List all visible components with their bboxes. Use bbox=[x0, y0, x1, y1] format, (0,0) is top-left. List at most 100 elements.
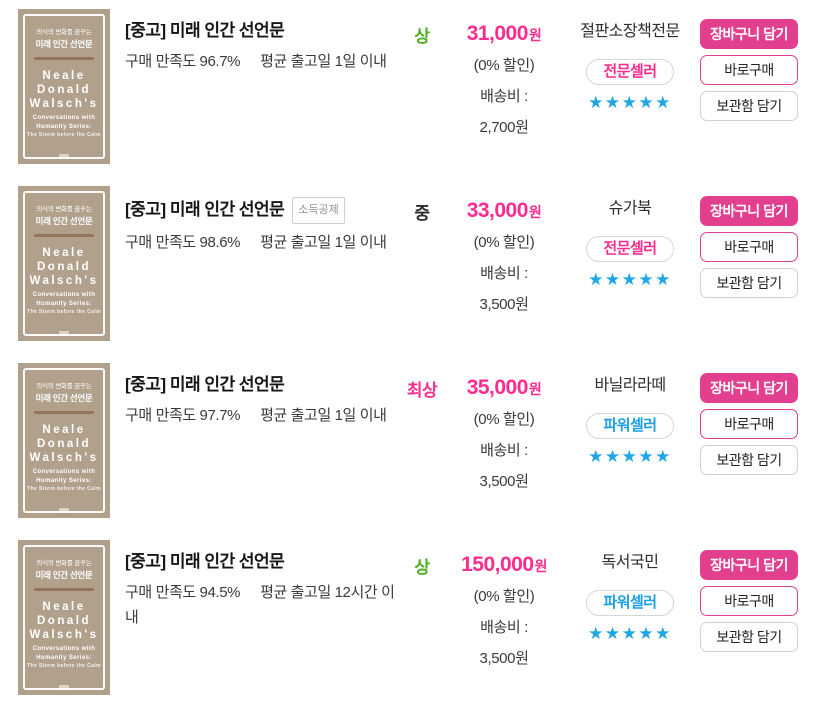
shipping-fee-value: 3,500원 bbox=[479, 296, 529, 313]
cover-author: Neale Donald Walsch's bbox=[29, 247, 99, 287]
item-title-link[interactable]: [중고] 미래 인간 선언문 bbox=[125, 375, 285, 394]
item-title-link[interactable]: [중고] 미래 인간 선언문 bbox=[125, 200, 285, 219]
item-price: 31,000원 bbox=[466, 22, 542, 45]
shipping-fee-value: 3,500원 bbox=[479, 473, 529, 490]
discount-text: (0% 할인) bbox=[473, 588, 535, 605]
action-buttons: 장바구니 담기 바로구매 보관함 담기 bbox=[700, 540, 798, 695]
add-to-cart-button[interactable]: 장바구니 담기 bbox=[700, 373, 798, 403]
cover-series: Conversations with Humanity Series: The … bbox=[27, 115, 101, 138]
item-info: [중고] 미래 인간 선언문 구매 만족도 97.7% 평균 출고일 1일 이내 bbox=[125, 363, 396, 518]
buy-now-button[interactable]: 바로구매 bbox=[700, 409, 798, 439]
condition-grade: 상 bbox=[414, 558, 430, 577]
shipping-fee-label: 배송비 : bbox=[480, 88, 528, 105]
seller-name-link[interactable]: 바닐라라떼 bbox=[594, 377, 666, 394]
price-unit: 원 bbox=[534, 558, 548, 574]
item-meta: 구매 만족도 98.6% 평균 출고일 1일 이내 bbox=[125, 230, 396, 255]
add-to-cart-button[interactable]: 장바구니 담기 bbox=[700, 19, 798, 49]
seller-grade-badge: 전문셀러 bbox=[586, 59, 674, 85]
cover-series: Conversations with Humanity Series: The … bbox=[27, 469, 101, 492]
publisher-mark bbox=[59, 507, 69, 513]
seller-rating-stars: ★★★★★ bbox=[588, 93, 672, 112]
buy-now-button[interactable]: 바로구매 bbox=[700, 586, 798, 616]
listing-row: 의식의 변화를 꿈꾸는 미래 인간 선언문 Neale Donald Walsc… bbox=[18, 9, 798, 164]
satisfaction-text: 구매 만족도 98.6% bbox=[125, 234, 241, 251]
buy-now-button[interactable]: 바로구매 bbox=[700, 232, 798, 262]
cover-author: Neale Donald Walsch's bbox=[29, 601, 99, 641]
cover-overline: 의식의 변화를 꿈꾸는 bbox=[36, 206, 92, 213]
cover-art: 의식의 변화를 꿈꾸는 미래 인간 선언문 Neale Donald Walsc… bbox=[27, 195, 101, 336]
save-for-later-button[interactable]: 보관함 담기 bbox=[700, 622, 798, 652]
seller-name-link[interactable]: 독서국민 bbox=[601, 554, 659, 571]
seller-name-link[interactable]: 슈가북 bbox=[608, 200, 652, 217]
cover-tagline-decoration bbox=[34, 57, 94, 60]
satisfaction-text: 구매 만족도 97.7% bbox=[125, 407, 241, 424]
seller-grade-badge: 전문셀러 bbox=[586, 236, 674, 262]
cover-title: 미래 인간 선언문 bbox=[35, 216, 93, 226]
action-buttons: 장바구니 담기 바로구매 보관함 담기 bbox=[700, 363, 798, 518]
listing-row: 의식의 변화를 꿈꾸는 미래 인간 선언문 Neale Donald Walsc… bbox=[18, 540, 798, 695]
publisher-mark bbox=[59, 330, 69, 336]
item-price: 35,000원 bbox=[466, 376, 542, 399]
save-for-later-button[interactable]: 보관함 담기 bbox=[700, 91, 798, 121]
item-info: [중고] 미래 인간 선언문 구매 만족도 96.7% 평균 출고일 1일 이내 bbox=[125, 9, 396, 164]
item-meta: 구매 만족도 96.7% 평균 출고일 1일 이내 bbox=[125, 49, 396, 74]
cover-series: Conversations with Humanity Series: The … bbox=[27, 646, 101, 669]
cover-art: 의식의 변화를 꿈꾸는 미래 인간 선언문 Neale Donald Walsc… bbox=[27, 372, 101, 513]
seller-column: 슈가북 전문셀러 ★★★★★ bbox=[560, 186, 700, 341]
item-title-link[interactable]: [중고] 미래 인간 선언문 bbox=[125, 552, 285, 571]
shipping-days-text: 평균 출고일 12시간 이내 bbox=[125, 584, 395, 626]
price-column: 33,000원 (0% 할인) 배송비 : 3,500원 bbox=[448, 186, 560, 341]
action-buttons: 장바구니 담기 바로구매 보관함 담기 bbox=[700, 186, 798, 341]
condition-grade: 상 bbox=[414, 27, 430, 46]
item-info: [중고] 미래 인간 선언문 구매 만족도 94.5% 평균 출고일 12시간 이… bbox=[125, 540, 396, 695]
item-price: 33,000원 bbox=[466, 199, 542, 222]
cover-overline: 의식의 변화를 꿈꾸는 bbox=[36, 29, 92, 36]
cover-author: Neale Donald Walsch's bbox=[29, 424, 99, 464]
item-title-link[interactable]: [중고] 미래 인간 선언문 bbox=[125, 21, 285, 40]
save-for-later-button[interactable]: 보관함 담기 bbox=[700, 268, 798, 298]
price-column: 150,000원 (0% 할인) 배송비 : 3,500원 bbox=[448, 540, 560, 695]
shipping-days-text: 평균 출고일 1일 이내 bbox=[260, 53, 387, 70]
price-column: 35,000원 (0% 할인) 배송비 : 3,500원 bbox=[448, 363, 560, 518]
add-to-cart-button[interactable]: 장바구니 담기 bbox=[700, 550, 798, 580]
buy-now-button[interactable]: 바로구매 bbox=[700, 55, 798, 85]
cover-tagline-decoration bbox=[34, 411, 94, 414]
cover-overline: 의식의 변화를 꿈꾸는 bbox=[36, 560, 92, 567]
seller-rating-stars: ★★★★★ bbox=[588, 447, 672, 466]
seller-column: 절판소장책전문 전문셀러 ★★★★★ bbox=[560, 9, 700, 164]
save-for-later-button[interactable]: 보관함 담기 bbox=[700, 445, 798, 475]
shipping-fee-label: 배송비 : bbox=[480, 265, 528, 282]
book-cover-thumbnail[interactable]: 의식의 변화를 꿈꾸는 미래 인간 선언문 Neale Donald Walsc… bbox=[18, 9, 110, 164]
cover-series: Conversations with Humanity Series: The … bbox=[27, 292, 101, 315]
item-meta: 구매 만족도 94.5% 평균 출고일 12시간 이내 bbox=[125, 580, 396, 630]
discount-text: (0% 할인) bbox=[473, 234, 535, 251]
shipping-fee-label: 배송비 : bbox=[480, 619, 528, 636]
item-meta: 구매 만족도 97.7% 평균 출고일 1일 이내 bbox=[125, 403, 396, 428]
satisfaction-text: 구매 만족도 94.5% bbox=[125, 584, 241, 601]
price-unit: 원 bbox=[528, 381, 542, 397]
book-cover-thumbnail[interactable]: 의식의 변화를 꿈꾸는 미래 인간 선언문 Neale Donald Walsc… bbox=[18, 540, 110, 695]
listing-row: 의식의 변화를 꿈꾸는 미래 인간 선언문 Neale Donald Walsc… bbox=[18, 186, 798, 341]
price-unit: 원 bbox=[528, 27, 542, 43]
price-column: 31,000원 (0% 할인) 배송비 : 2,700원 bbox=[448, 9, 560, 164]
cover-title: 미래 인간 선언문 bbox=[35, 39, 93, 49]
seller-rating-stars: ★★★★★ bbox=[588, 624, 672, 643]
condition-grade: 중 bbox=[414, 204, 430, 223]
publisher-mark bbox=[59, 684, 69, 690]
seller-grade-badge: 파워셀러 bbox=[586, 413, 674, 439]
action-buttons: 장바구니 담기 바로구매 보관함 담기 bbox=[700, 9, 798, 164]
seller-name-link[interactable]: 절판소장책전문 bbox=[580, 23, 680, 40]
book-cover-thumbnail[interactable]: 의식의 변화를 꿈꾸는 미래 인간 선언문 Neale Donald Walsc… bbox=[18, 363, 110, 518]
cover-overline: 의식의 변화를 꿈꾸는 bbox=[36, 383, 92, 390]
listing-row: 의식의 변화를 꿈꾸는 미래 인간 선언문 Neale Donald Walsc… bbox=[18, 363, 798, 518]
cover-tagline-decoration bbox=[34, 234, 94, 237]
satisfaction-text: 구매 만족도 96.7% bbox=[125, 53, 241, 70]
shipping-days-text: 평균 출고일 1일 이내 bbox=[260, 234, 387, 251]
seller-rating-stars: ★★★★★ bbox=[588, 270, 672, 289]
add-to-cart-button[interactable]: 장바구니 담기 bbox=[700, 196, 798, 226]
cover-art: 의식의 변화를 꿈꾸는 미래 인간 선언문 Neale Donald Walsc… bbox=[27, 549, 101, 690]
book-cover-thumbnail[interactable]: 의식의 변화를 꿈꾸는 미래 인간 선언문 Neale Donald Walsc… bbox=[18, 186, 110, 341]
cover-title: 미래 인간 선언문 bbox=[35, 393, 93, 403]
item-price: 150,000원 bbox=[461, 553, 548, 576]
